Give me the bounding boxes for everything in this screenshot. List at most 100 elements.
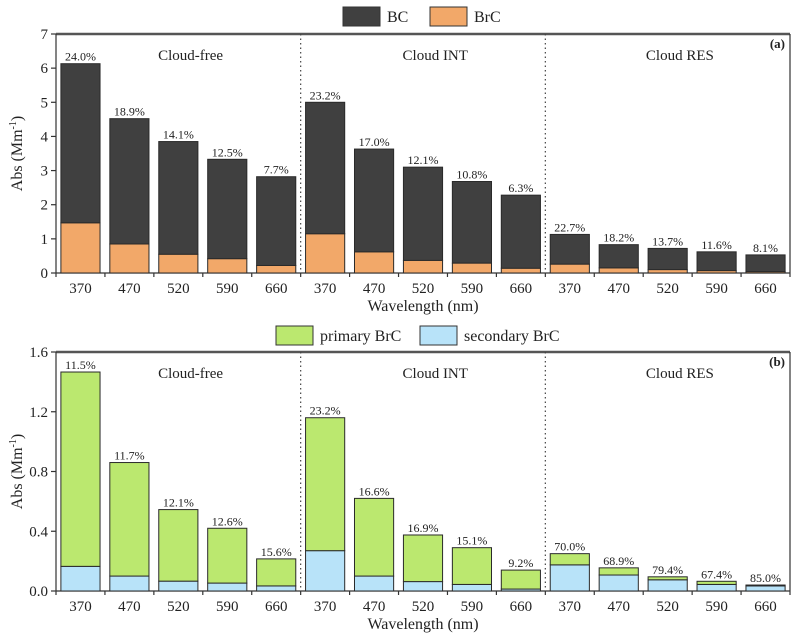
bar-bc <box>109 118 150 245</box>
bar-data-label: 9.2% <box>508 556 533 570</box>
y-tick-label: 0.0 <box>29 584 48 600</box>
bar-data-label: 16.6% <box>359 484 390 498</box>
y-axis-title-sup: -1 <box>8 439 19 447</box>
y-tick-label: 1.2 <box>29 405 48 421</box>
legend-label: BrC <box>474 9 501 26</box>
bar-primary-brc <box>109 462 150 577</box>
y-tick-label: 0.4 <box>29 524 48 540</box>
x-tick-label: 590 <box>461 281 484 297</box>
bar-data-label: 6.3% <box>508 181 533 195</box>
bar-data-label: 12.6% <box>212 514 243 528</box>
bar-primary-brc <box>353 497 395 577</box>
x-tick-label: 470 <box>607 281 630 297</box>
x-tick-label: 470 <box>607 599 630 615</box>
x-tick-label: 370 <box>69 599 92 615</box>
bar-primary-brc <box>696 580 737 585</box>
legend-swatch <box>419 325 458 346</box>
bar-bc <box>745 254 786 273</box>
bar-secondary-brc <box>353 575 395 592</box>
x-tick-label: 660 <box>510 599 533 615</box>
panel-a: Cloud-free Cloud INT Cloud RES (a) 0 1 2 3 4 5 6 7 3… <box>8 6 791 315</box>
group-label: Cloud-free <box>158 366 223 382</box>
x-tick-label: 660 <box>754 599 777 615</box>
bar-brc <box>647 269 688 274</box>
x-tick-label: 520 <box>412 281 435 297</box>
bar-bc <box>598 244 639 269</box>
x-tick-label: 590 <box>216 281 239 297</box>
bar-brc <box>500 267 541 274</box>
x-tick-label: 590 <box>705 281 728 297</box>
legend-swatch <box>342 6 381 27</box>
bar-bc <box>696 251 737 272</box>
bar-secondary-brc <box>745 585 786 592</box>
bar-data-label: 12.1% <box>408 153 439 167</box>
bar-bc <box>305 101 346 235</box>
group-label: Cloud RES <box>646 48 714 64</box>
bar-bc <box>500 194 541 269</box>
x-tick-label: 660 <box>265 281 288 297</box>
bar-secondary-brc <box>158 580 199 592</box>
bar-primary-brc <box>451 547 493 585</box>
legend-label: BC <box>387 9 408 26</box>
bar-primary-brc <box>500 569 541 590</box>
panel-label: (b) <box>769 354 785 369</box>
bar-data-label: 23.2% <box>310 404 341 418</box>
y-tick-label: 0 <box>41 266 49 282</box>
bar-bc <box>158 141 199 255</box>
x-tick-label: 470 <box>118 281 141 297</box>
x-tick-label: 660 <box>510 281 533 297</box>
y-tick-label: 1.6 <box>29 345 48 361</box>
y-tick-label: 4 <box>41 129 49 145</box>
bar-bc <box>256 176 297 266</box>
x-tick-label: 590 <box>461 599 484 615</box>
bar-data-label: 23.2% <box>310 88 341 102</box>
bar-data-label: 22.7% <box>554 220 585 234</box>
bar-primary-brc <box>647 576 688 581</box>
y-axis-title-end: ) <box>9 116 26 121</box>
x-tick-label: 470 <box>363 281 386 297</box>
group-label: Cloud INT <box>403 48 468 64</box>
bar-secondary-brc <box>598 574 639 592</box>
group-label: Cloud INT <box>403 366 468 382</box>
legend-swatch <box>275 325 314 346</box>
bar-data-label: 17.0% <box>359 135 390 149</box>
bar-brc <box>549 263 590 274</box>
y-axis-title: Abs (Mm-1) <box>8 116 26 191</box>
bar-brc <box>451 262 493 274</box>
x-tick-label: 370 <box>314 281 337 297</box>
bar-primary-brc <box>256 558 297 587</box>
bar-primary-brc <box>305 417 346 552</box>
bar-bc <box>402 166 444 261</box>
bar-bc <box>60 63 101 224</box>
bar-data-label: 10.8% <box>456 167 487 181</box>
bar-data-label: 11.5% <box>65 358 96 372</box>
bar-brc <box>353 251 395 274</box>
bar-brc <box>305 233 346 274</box>
y-axis-title: Abs (Mm-1) <box>8 434 26 509</box>
bar-primary-brc <box>158 509 199 582</box>
bar-data-label: 16.9% <box>408 521 439 535</box>
legend-label: primary BrC <box>320 328 401 345</box>
x-tick-label: 660 <box>265 599 288 615</box>
x-tick-label: 470 <box>363 599 386 615</box>
x-tick-label: 590 <box>216 599 239 615</box>
y-axis-title-main: Abs (Mm <box>9 129 26 191</box>
y-tick-label: 3 <box>41 164 49 180</box>
legend-swatch <box>429 6 468 27</box>
bar-primary-brc <box>745 584 786 587</box>
bar-data-label: 12.1% <box>163 496 194 510</box>
bar-brc <box>60 222 101 274</box>
x-tick-label: 520 <box>656 281 679 297</box>
bar-primary-brc <box>402 534 444 583</box>
bar-secondary-brc <box>256 585 297 592</box>
y-axis-title-end: ) <box>9 434 26 439</box>
legend-label: secondary BrC <box>464 328 560 345</box>
bar-data-label: 7.7% <box>264 163 289 177</box>
panel-label: (a) <box>770 36 785 51</box>
x-tick-label: 520 <box>167 281 190 297</box>
bar-secondary-brc <box>109 575 150 592</box>
bar-data-label: 18.2% <box>603 231 634 245</box>
x-tick-label: 370 <box>314 599 337 615</box>
bar-data-label: 70.0% <box>554 540 585 554</box>
